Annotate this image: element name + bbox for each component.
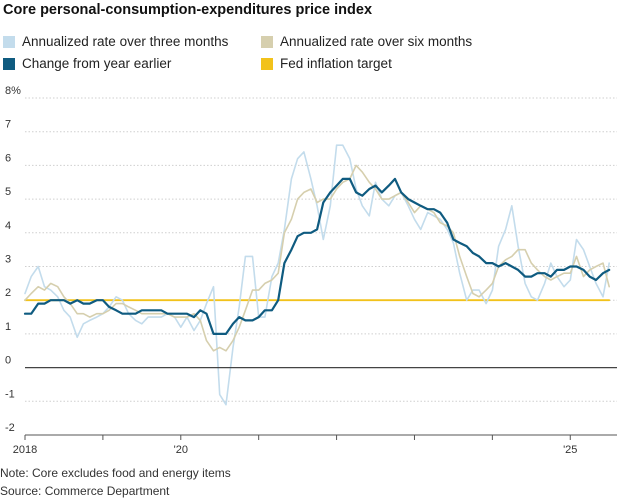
chart-title: Core personal-consumption-expenditures p… bbox=[3, 2, 373, 18]
y-tick-label-2: 6 bbox=[5, 152, 11, 164]
series-line-year-earlier bbox=[23, 177, 611, 335]
legend-swatch-six-months bbox=[261, 35, 273, 48]
legend-label-fed-target: Fed inflation target bbox=[280, 56, 392, 71]
gridlines bbox=[25, 97, 617, 436]
chart-source: Source: Commerce Department bbox=[0, 484, 170, 498]
y-tick-label-10: -2 bbox=[5, 422, 15, 434]
y-tick-label-3: 5 bbox=[5, 186, 11, 198]
y-tick-label-4: 4 bbox=[5, 220, 11, 232]
y-tick-label-5: 3 bbox=[5, 254, 11, 266]
axes bbox=[24, 367, 617, 440]
legend-swatch-fed-target bbox=[261, 57, 273, 70]
series-line-three-months bbox=[24, 144, 611, 406]
legend-label-three-months: Annualized rate over three months bbox=[22, 34, 229, 49]
tick-labels: 8% 7 6 5 4 3 2 1 0 -1 -2 2018 '20 '25 bbox=[5, 85, 577, 456]
legend-item-six-months: Annualized rate over six months bbox=[261, 34, 472, 49]
x-tick-label-7: '25 bbox=[563, 444, 577, 456]
legend-item-year-earlier: Change from year earlier bbox=[3, 56, 171, 71]
legend-item-three-months: Annualized rate over three months bbox=[3, 34, 228, 49]
y-tick-label-0: 8% bbox=[5, 85, 21, 97]
series-line-six-months bbox=[24, 164, 611, 352]
y-tick-label-7: 1 bbox=[5, 321, 11, 333]
legend-item-fed-target: Fed inflation target bbox=[261, 56, 392, 71]
legend-swatch-three-months bbox=[3, 35, 15, 48]
series-lines bbox=[23, 144, 611, 406]
legend-swatch-year-earlier bbox=[3, 57, 15, 70]
y-tick-label-6: 2 bbox=[5, 287, 11, 299]
legend-label-six-months: Annualized rate over six months bbox=[280, 34, 473, 49]
x-tick-label-2: '20 bbox=[174, 444, 188, 456]
y-tick-label-8: 0 bbox=[5, 355, 11, 367]
x-tick-label-0: 2018 bbox=[13, 444, 37, 456]
chart-legend: Annualized rate over three months Annual… bbox=[3, 34, 603, 78]
y-tick-label-1: 7 bbox=[5, 119, 11, 131]
legend-label-year-earlier: Change from year earlier bbox=[22, 56, 172, 71]
line-chart: 8% 7 6 5 4 3 2 1 0 -1 -2 2018 '20 '25 bbox=[5, 85, 617, 456]
y-tick-label-9: -1 bbox=[5, 388, 15, 400]
chart-note: Note: Core excludes food and energy item… bbox=[0, 466, 231, 480]
